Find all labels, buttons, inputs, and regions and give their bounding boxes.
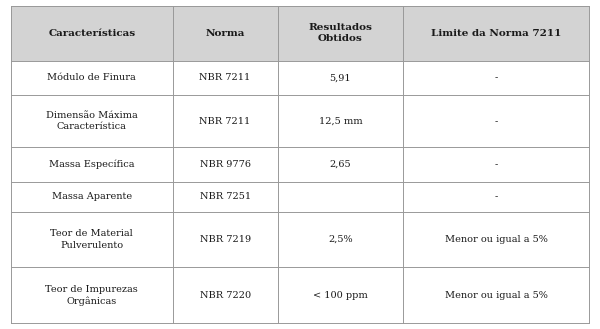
Bar: [173, 267, 278, 323]
Bar: [403, 267, 589, 323]
Bar: [278, 182, 403, 212]
Bar: [278, 147, 403, 182]
Text: -: -: [494, 73, 498, 82]
Bar: [173, 147, 278, 182]
Text: Teor de Impurezas
Orgânicas: Teor de Impurezas Orgânicas: [46, 285, 138, 306]
Bar: [11, 182, 173, 212]
Text: Massa Específica: Massa Específica: [49, 160, 134, 169]
Bar: [173, 182, 278, 212]
Text: < 100 ppm: < 100 ppm: [313, 291, 368, 300]
Bar: [278, 95, 403, 147]
Bar: [403, 61, 589, 95]
Bar: [173, 61, 278, 95]
Text: Dimensão Máxima
Característica: Dimensão Máxima Característica: [46, 111, 137, 131]
Bar: [278, 6, 403, 61]
Text: 2,65: 2,65: [329, 160, 351, 169]
Bar: [173, 212, 278, 267]
Text: Norma: Norma: [205, 29, 245, 38]
Text: NBR 7251: NBR 7251: [200, 192, 251, 201]
Bar: [403, 147, 589, 182]
Text: NBR 7211: NBR 7211: [199, 73, 251, 82]
Text: Características: Características: [48, 29, 135, 38]
Text: -: -: [494, 192, 498, 201]
Bar: [11, 95, 173, 147]
Bar: [11, 267, 173, 323]
Text: Módulo de Finura: Módulo de Finura: [47, 73, 136, 82]
Bar: [173, 6, 278, 61]
Text: 5,91: 5,91: [329, 73, 351, 82]
Text: Massa Aparente: Massa Aparente: [52, 192, 132, 201]
Bar: [403, 6, 589, 61]
Bar: [403, 212, 589, 267]
Bar: [278, 61, 403, 95]
Bar: [403, 182, 589, 212]
Text: 2,5%: 2,5%: [328, 235, 353, 244]
Text: Teor de Material
Pulverulento: Teor de Material Pulverulento: [50, 229, 133, 250]
Bar: [403, 95, 589, 147]
Text: Limite da Norma 7211: Limite da Norma 7211: [431, 29, 562, 38]
Text: 12,5 mm: 12,5 mm: [319, 117, 362, 126]
Bar: [11, 6, 173, 61]
Bar: [11, 61, 173, 95]
Text: NBR 7219: NBR 7219: [200, 235, 251, 244]
Bar: [173, 95, 278, 147]
Text: NBR 9776: NBR 9776: [200, 160, 251, 169]
Text: -: -: [494, 160, 498, 169]
Bar: [278, 212, 403, 267]
Bar: [11, 212, 173, 267]
Text: Menor ou igual a 5%: Menor ou igual a 5%: [445, 291, 548, 300]
Text: -: -: [494, 117, 498, 126]
Text: Resultados
Obtidos: Resultados Obtidos: [308, 23, 373, 43]
Text: NBR 7211: NBR 7211: [199, 117, 251, 126]
Bar: [11, 147, 173, 182]
Text: NBR 7220: NBR 7220: [200, 291, 251, 300]
Bar: [278, 267, 403, 323]
Text: Menor ou igual a 5%: Menor ou igual a 5%: [445, 235, 548, 244]
